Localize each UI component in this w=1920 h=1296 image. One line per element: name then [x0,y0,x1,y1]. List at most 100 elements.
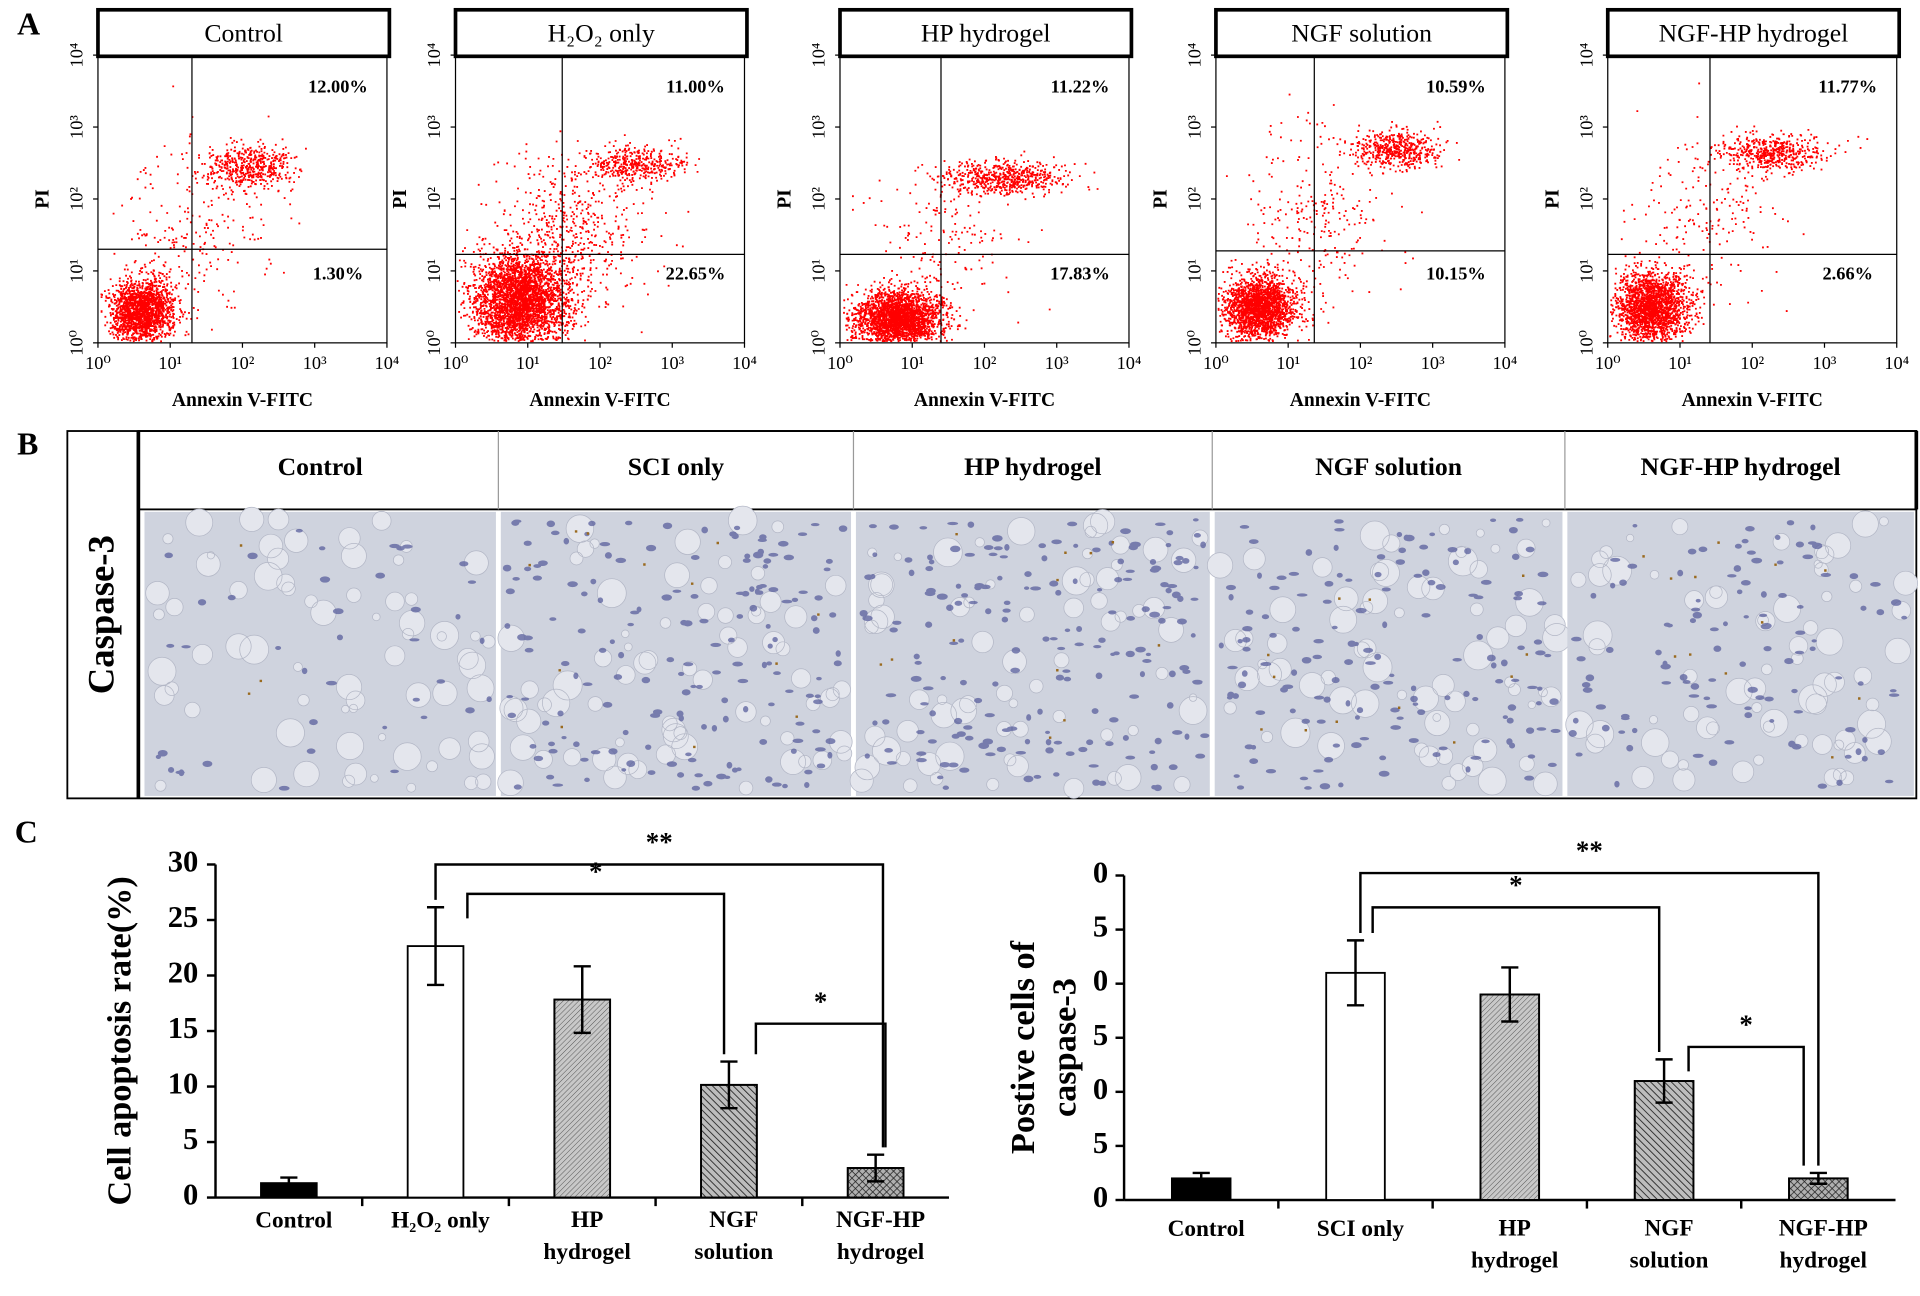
x-tick-label: 10⁰ [85,353,111,373]
significance-label: * [1739,1010,1752,1040]
error-bar [1192,1171,1210,1185]
significance-label: ** [646,827,673,857]
error-bar [280,1176,298,1190]
panel-title: HP hydrogel [921,18,1051,47]
x-tick-label: NGF-HP hydrogel [1779,1216,1868,1274]
y-tick-label: 10³ [1576,115,1596,139]
x-tick-label: HP hydrogel [1471,1216,1559,1274]
x-tick-label: 10⁰ [827,353,853,373]
tissue-texture [497,505,853,797]
significance-bracket [1371,906,1661,1053]
y-tick-label: 10⁴ [1185,43,1205,68]
x-tick-label: 10⁰ [443,353,469,373]
tissue-nuclei [155,528,492,791]
x-tick-label: 10³ [1421,353,1445,373]
x-tick-label: 10⁴ [1117,353,1142,373]
panel-title: H₂O₂ only [548,18,655,47]
x-axis-label: Annexin V-FITC [1682,390,1823,411]
y-tick-label: 10² [424,187,444,211]
quadrant-label: 12.00% [308,76,368,96]
x-tick-label: H₂O₂ only [391,1207,490,1233]
event-dots [843,150,1099,343]
significance-label: * [814,986,827,1016]
x-tick-label: Control [255,1207,333,1233]
x-tick-label: 10⁴ [1493,353,1518,373]
y-axis-label: PI [775,189,796,209]
y-tick-label: 10¹ [1185,259,1205,283]
title-box [96,7,392,59]
y-axis-label: PI [1542,189,1563,209]
event-dots [1217,93,1461,342]
title-box [453,7,749,59]
y-tick-label: 30 [168,845,199,879]
error-bar [867,1153,885,1183]
y-tick-label: 10² [1576,187,1596,211]
tissue-texture [145,506,496,794]
x-tick-label: NGF solution [1630,1216,1709,1274]
x-tick-label: 10¹ [900,353,924,373]
error-bar [426,906,445,987]
x-tick-label: 10¹ [158,353,182,373]
title-box [1605,7,1902,59]
y-tick-label: 10¹ [424,259,444,283]
x-tick-label: 10² [1348,353,1372,373]
x-tick-label: 10⁰ [1203,353,1229,373]
y-tick-label: 10¹ [1576,259,1596,283]
y-tick-label: 10² [809,187,829,211]
quadrant-label: 11.77% [1818,76,1877,96]
error-bar [1809,1171,1827,1185]
y-tick-label: 10⁰ [1576,330,1596,356]
x-tick-label: HP hydrogel [543,1207,631,1265]
panel-label: B [17,426,38,461]
x-axis-label: Annexin V-FITC [1290,390,1431,411]
y-tick-label: 0 [1093,964,1108,998]
column-header: HP hydrogel [964,452,1101,481]
y-tick-label: 0 [1093,1072,1108,1106]
y-tick-label: 10⁴ [67,43,87,68]
y-tick-label: 0 [1093,856,1108,890]
quadrant-label: 22.65% [666,264,726,284]
x-axis-label: Annexin V-FITC [172,390,313,411]
y-axis-label: PI [33,189,54,209]
significance-bracket [1359,871,1820,1166]
quadrant-label: 10.15% [1426,264,1486,284]
histology-panel: Caspase-3 [66,430,1919,800]
x-tick-label: 10¹ [1668,353,1692,373]
quadrant-label: 17.83% [1050,264,1110,284]
event-dots [456,130,701,343]
y-tick-label: 10³ [424,115,444,139]
tissue-image [1214,511,1563,796]
significance-label: ** [1576,836,1603,866]
column-header: Control [278,452,363,481]
quadrant-label: 11.22% [1051,76,1110,96]
x-tick-label: SCI only [1317,1216,1405,1242]
y-tick-label: 10³ [67,115,87,139]
panel-title: Control [204,18,283,47]
x-tick-label: 10² [588,353,612,373]
error-bar [1655,1058,1673,1104]
x-tick-label: 10⁴ [375,353,400,373]
x-tick-label: 10³ [1813,353,1837,373]
x-tick-label: 10⁰ [1595,353,1621,373]
x-tick-label: 10⁴ [732,353,757,373]
y-axis-label: PI [390,189,411,209]
title-box [1214,7,1510,59]
x-tick-label: 10² [1740,353,1764,373]
quadrant-label: 10.59% [1426,76,1486,96]
y-tick-label: 5 [1093,1126,1108,1160]
y-tick-label: 10⁴ [809,43,829,68]
x-tick-label: NGF solution [694,1207,773,1265]
error-bar [1501,966,1519,1023]
quadrant-label: 1.30% [313,264,364,284]
x-tick-label: 10³ [660,353,684,373]
error-bar [1346,939,1365,1007]
y-tick-label: 10⁰ [1185,330,1205,356]
y-tick-label: 5 [1093,910,1108,944]
x-tick-label: 10³ [1045,353,1069,373]
event-dots [1609,82,1869,343]
event-dots [100,85,307,343]
y-tick-label: 10³ [1185,115,1205,139]
title-box [838,7,1134,59]
significance-label: * [589,856,602,886]
error-bar [720,1060,738,1110]
